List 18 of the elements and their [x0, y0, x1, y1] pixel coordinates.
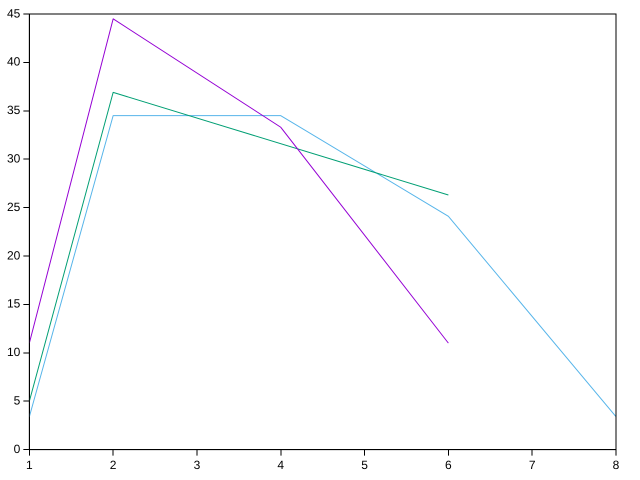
y-tick-label: 30 — [6, 152, 21, 166]
y-tick-label: 0 — [14, 442, 21, 456]
y-tick-label: 10 — [6, 345, 21, 360]
y-tick-label: 15 — [6, 296, 21, 311]
y-tick-label: 40 — [6, 54, 21, 69]
x-tick-label: 5 — [361, 458, 368, 472]
y-tick-label: 5 — [14, 394, 21, 408]
x-tick-label: 8 — [612, 458, 620, 472]
x-tick-label: 7 — [528, 458, 536, 472]
y-tick-label: 20 — [6, 248, 21, 262]
x-tick-label: 4 — [277, 458, 284, 472]
x-tick-label: 1 — [26, 458, 34, 472]
x-tick-label: 6 — [445, 458, 452, 472]
y-tick-label: 35 — [6, 103, 21, 118]
y-tick-label: 45 — [6, 6, 21, 20]
x-tick-label: 2 — [110, 458, 117, 472]
x-tick-label: 3 — [194, 458, 201, 472]
y-tick-label: 25 — [6, 200, 21, 214]
